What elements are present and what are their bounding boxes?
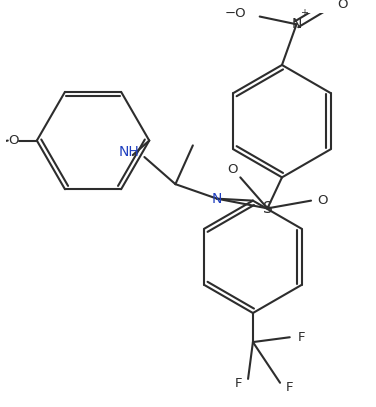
- Text: F: F: [286, 381, 294, 394]
- Text: N: N: [212, 192, 222, 206]
- Text: −O: −O: [224, 7, 246, 20]
- Text: +: +: [300, 8, 308, 18]
- Text: O: O: [8, 134, 19, 147]
- Text: O: O: [317, 194, 328, 207]
- Text: O: O: [337, 0, 348, 11]
- Text: F: F: [298, 331, 305, 344]
- Text: N: N: [291, 17, 302, 31]
- Text: F: F: [235, 377, 242, 390]
- Text: O: O: [227, 163, 238, 176]
- Text: S: S: [262, 201, 272, 216]
- Text: NH: NH: [119, 145, 139, 159]
